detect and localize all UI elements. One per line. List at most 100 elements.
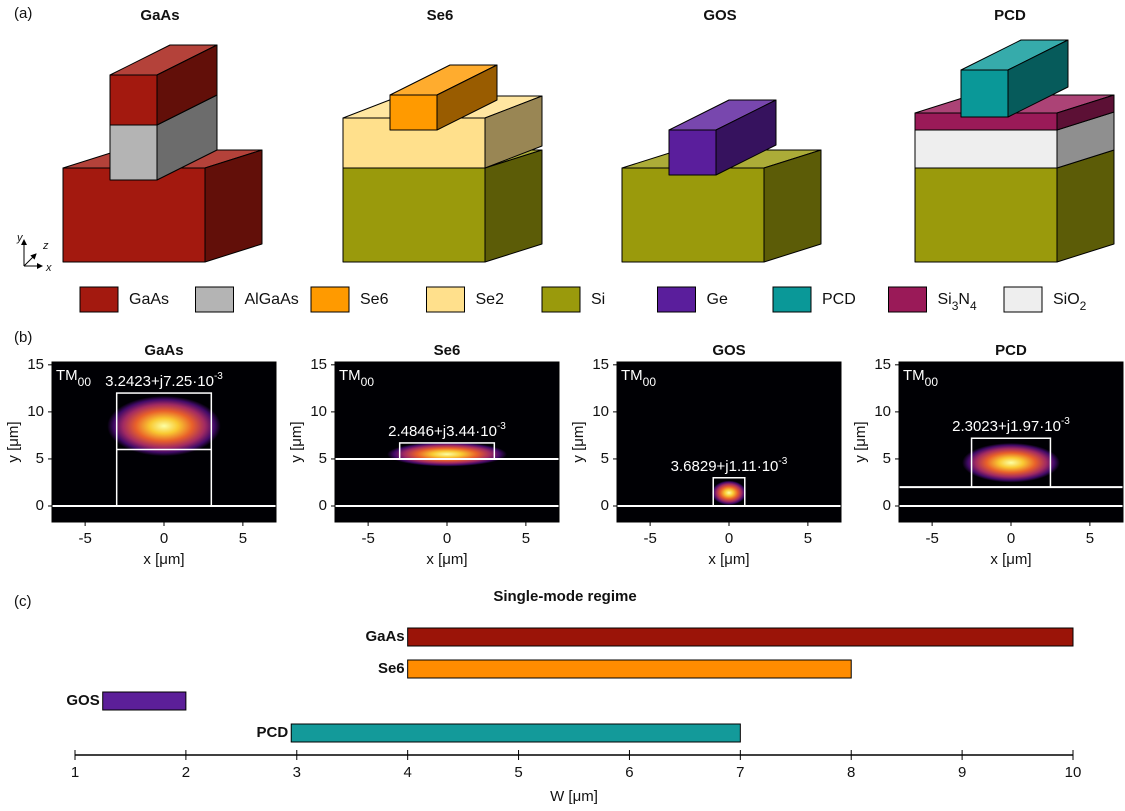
layer-block: [389, 64, 498, 131]
field-intensity: [107, 395, 221, 457]
text-part: Si: [938, 291, 952, 308]
superscript: -3: [497, 421, 506, 432]
x-tick-label: -5: [925, 530, 938, 547]
x-tick-label: 5: [804, 530, 812, 547]
subscript: 00: [361, 375, 375, 389]
block-side: [204, 149, 263, 263]
subscript: 3: [952, 299, 959, 313]
y-axis-label: y [μm]: [570, 421, 587, 462]
x-tick-label: 10: [1065, 764, 1082, 781]
y-tick-label: 5: [36, 450, 44, 467]
subscript: 00: [78, 375, 92, 389]
mode-label: TM00: [621, 367, 656, 389]
axis-glyph-label: y: [16, 232, 24, 244]
y-tick-label: 10: [310, 403, 327, 420]
block-front: [342, 167, 486, 263]
y-tick-label: 10: [874, 403, 891, 420]
panel-label: (b): [14, 329, 32, 346]
x-tick-label: 7: [736, 764, 744, 781]
text-part: N: [958, 291, 970, 308]
x-tick-label: 4: [403, 764, 411, 781]
block-front: [109, 74, 158, 126]
legend-swatch: [1003, 286, 1043, 313]
core-outline: [398, 442, 496, 460]
x-tick-label: 8: [847, 764, 855, 781]
block-side: [1056, 149, 1115, 263]
axis-arrow: [23, 253, 37, 267]
y-tick-label: 15: [27, 356, 44, 373]
legend-swatch: [310, 286, 350, 313]
legend-label: Si3N4: [938, 291, 977, 313]
field-intensity: [711, 480, 747, 506]
text-part: TM: [339, 367, 361, 384]
superscript: -3: [1061, 416, 1070, 427]
category-label: PCD: [257, 724, 289, 741]
mode-label: TM00: [56, 367, 91, 389]
x-tick-label: 5: [522, 530, 530, 547]
subscript: 00: [925, 375, 939, 389]
category-label: GOS: [66, 692, 99, 709]
x-tick-label: 0: [160, 530, 168, 547]
plot-background: [899, 362, 1123, 522]
heatmap-plot: [52, 362, 276, 522]
y-axis-label: y [μm]: [288, 421, 305, 462]
panel-label: (c): [14, 593, 32, 610]
y-axis-label: y [μm]: [852, 421, 869, 462]
field-intensity: [962, 442, 1060, 483]
block-front: [914, 167, 1058, 263]
category-label: GaAs: [365, 628, 404, 645]
legend-swatch: [426, 286, 465, 313]
text-part: TM: [56, 367, 78, 384]
x-tick-label: 5: [1086, 530, 1094, 547]
x-tick-label: -5: [643, 530, 656, 547]
plot-title: PCD: [995, 342, 1027, 359]
x-tick-label: -5: [361, 530, 374, 547]
y-tick-label: 15: [874, 356, 891, 373]
x-axis-label: x [μm]: [143, 551, 184, 568]
x-tick-label: 0: [725, 530, 733, 547]
legend-swatch: [657, 286, 696, 313]
text-part: 2.4846+j3.44·10: [388, 423, 497, 440]
text-part: PCD: [822, 291, 856, 308]
heatmap-plot: [617, 362, 841, 522]
field-intensity: [387, 442, 507, 467]
x-axis-label: x [μm]: [426, 551, 467, 568]
layer-block: [109, 44, 218, 126]
text-part: 3.2423+j7.25·10: [105, 373, 214, 390]
block-front: [668, 129, 717, 176]
text-part: Ge: [707, 291, 728, 308]
range-bar: [102, 691, 187, 711]
plot-title: GaAs: [144, 342, 183, 359]
block-front: [389, 94, 438, 131]
legend-label: AlGaAs: [245, 291, 299, 308]
x-tick-label: 6: [625, 764, 633, 781]
text-part: AlGaAs: [245, 291, 299, 308]
core-outline: [970, 437, 1052, 488]
superscript: -3: [214, 371, 223, 382]
legend-swatch: [195, 286, 234, 313]
effective-index: 3.2423+j7.25·10-3: [105, 371, 223, 390]
structure-title: GaAs: [140, 7, 179, 24]
block-front: [914, 129, 1058, 169]
range-bar: [290, 723, 741, 743]
superscript: -3: [778, 456, 787, 467]
x-tick-label: 5: [239, 530, 247, 547]
legend-swatch: [541, 286, 581, 313]
legend-label: GaAs: [129, 291, 169, 308]
category-label: Se6: [378, 660, 405, 677]
x-tick-label: -5: [78, 530, 91, 547]
x-tick-label: 2: [182, 764, 190, 781]
legend-swatch: [79, 286, 119, 313]
y-tick-label: 15: [310, 356, 327, 373]
structure-title: GOS: [703, 7, 736, 24]
range-bar: [407, 627, 1074, 647]
block-front: [109, 124, 158, 181]
layer-block: [668, 99, 777, 176]
effective-index: 2.4846+j3.44·10-3: [388, 421, 506, 440]
heatmap-plot: [899, 362, 1123, 522]
core-outline: [712, 477, 746, 507]
y-tick-label: 10: [592, 403, 609, 420]
effective-index: 2.3023+j1.97·10-3: [952, 416, 1070, 435]
block-front: [62, 167, 206, 263]
